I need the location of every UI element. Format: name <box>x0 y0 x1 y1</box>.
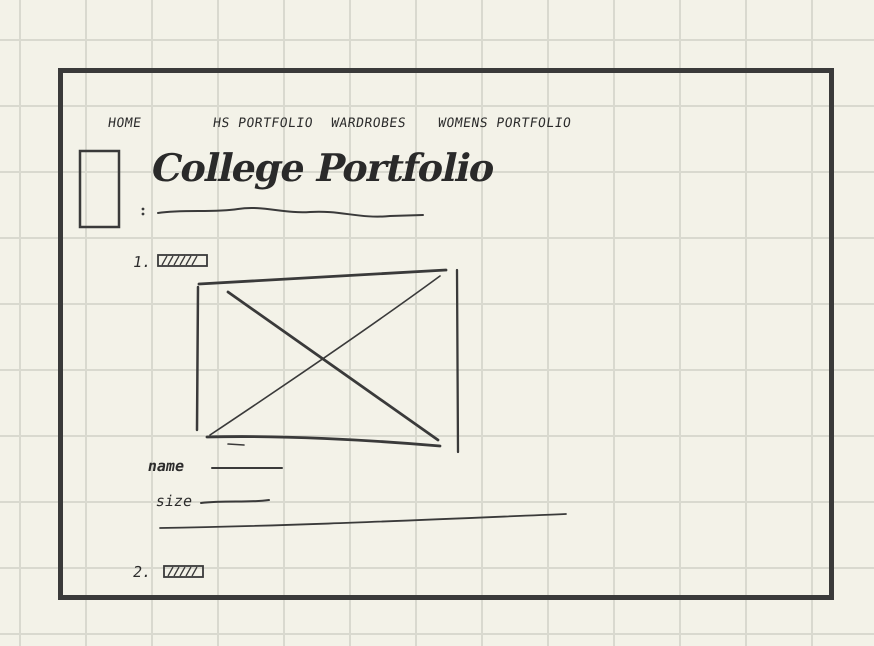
item-2-label-placeholder <box>163 565 204 578</box>
item-1-number: 1. <box>131 253 153 271</box>
description-placeholder-line <box>159 513 567 529</box>
item-2-number: 2. <box>131 563 153 581</box>
item-1-label-placeholder <box>157 254 208 267</box>
product-name-label: name <box>146 457 186 475</box>
page-frame <box>58 68 834 600</box>
subtitle-placeholder-line <box>141 206 424 218</box>
logo-placeholder <box>78 149 121 229</box>
image-placeholder <box>195 268 460 454</box>
item-1-header <box>157 254 208 267</box>
item-2-header <box>163 565 204 578</box>
product-size-label: size <box>154 492 194 510</box>
size-value-placeholder <box>200 499 270 504</box>
